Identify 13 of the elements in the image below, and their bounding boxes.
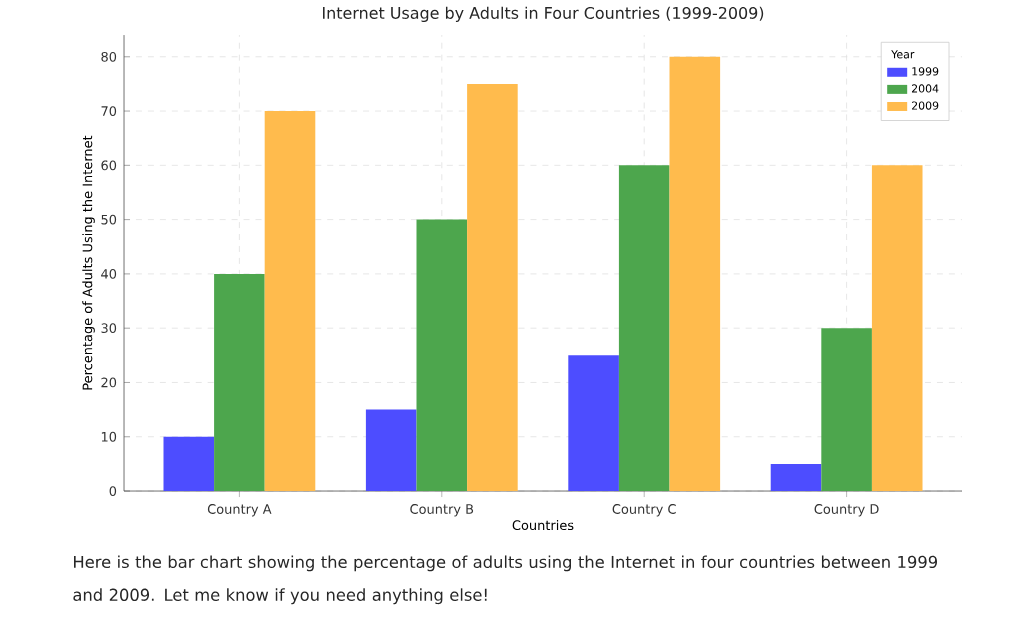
bar: [214, 274, 265, 492]
bar: [618, 165, 670, 492]
bar: [264, 111, 316, 492]
bar: [568, 355, 619, 492]
bar: [467, 84, 518, 492]
bar: [871, 165, 923, 492]
bar: [821, 328, 872, 492]
bar: [770, 464, 822, 492]
bar: [416, 220, 468, 492]
bar: [365, 410, 417, 492]
bar: [669, 57, 721, 492]
text: Here is the bar chart showing the percentage of adults using the Internet in four countries between 1999 and 2009. Let me know if you need anything else!: [73, 555, 937, 605]
bar: [163, 437, 215, 492]
